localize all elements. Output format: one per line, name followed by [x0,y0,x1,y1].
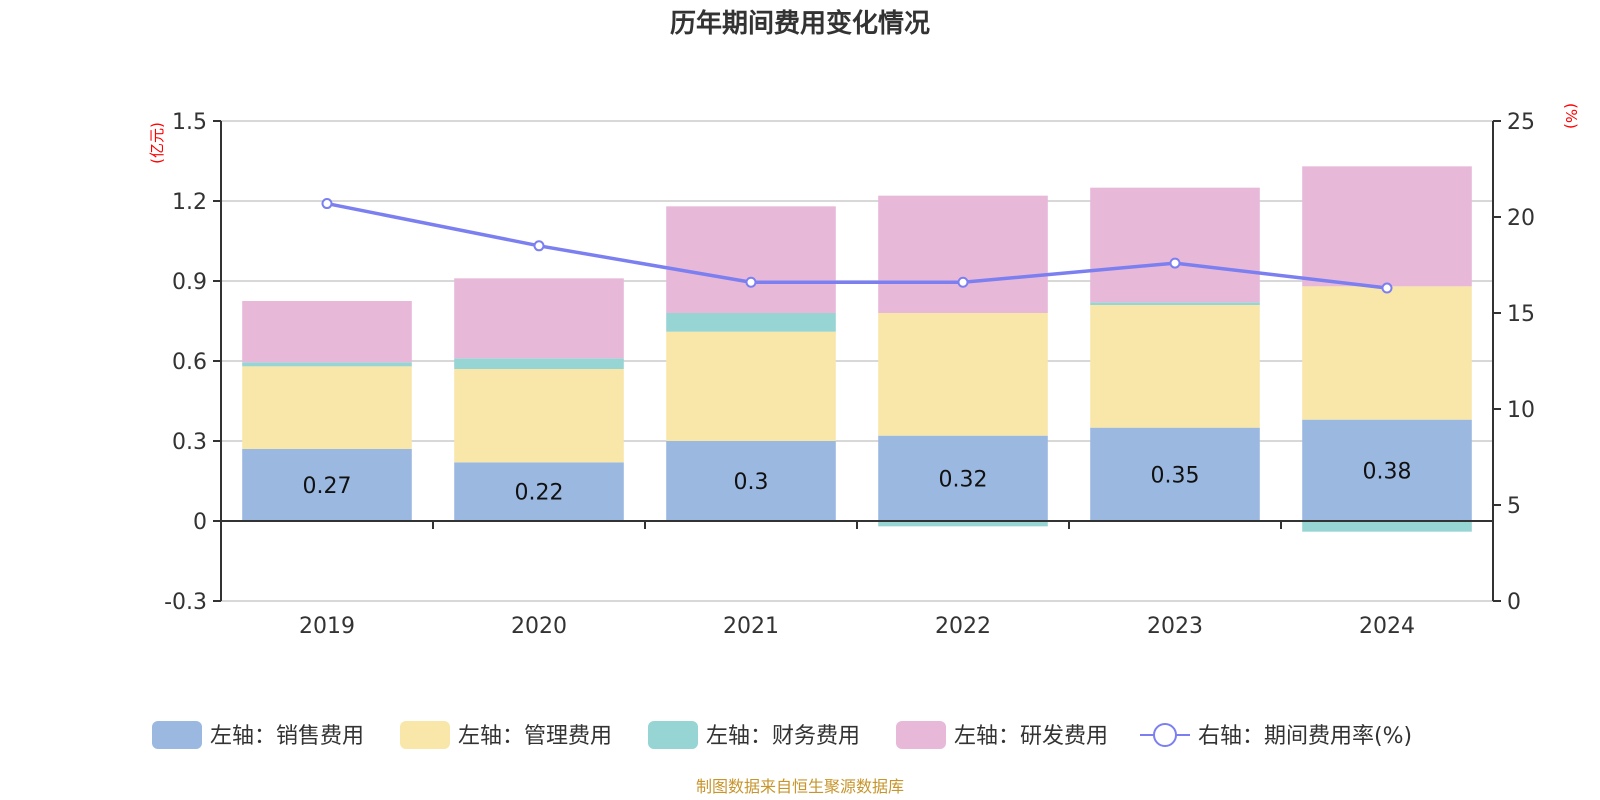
x-tick-label: 2024 [1359,614,1415,639]
left-tick-label: 1.5 [172,110,207,135]
bar-segment [666,313,836,332]
legend-swatch [152,721,202,749]
right-tick-label: 15 [1507,302,1535,327]
left-tick-label: 0.3 [172,430,207,455]
bar-segment [454,369,624,463]
rate-line-path [326,201,1388,290]
data-label: 0.27 [303,474,352,499]
chart-title: 历年期间费用变化情况 [670,8,930,39]
legend-swatch [896,721,946,749]
axes: -0.3 0 0.3 0.6 0.9 1.2 1.5 0 5 10 15 20 25 2019 2020 20… [164,110,1535,639]
rate-point [321,198,333,210]
bar-segment [878,521,1048,527]
bar-segment [1090,427,1260,521]
legend-label: 左轴：管理费用 [458,724,612,749]
right-tick-label: 10 [1507,398,1535,423]
bar-segment [1090,187,1260,303]
bar-segment [666,206,836,313]
x-tick-label: 2021 [723,614,779,639]
right-tick-label: 20 [1507,206,1535,231]
left-tick-label: 0 [193,510,207,535]
bar-segment [878,195,1048,313]
legend-label: 左轴：销售费用 [210,724,364,749]
x-tick-label: 2019 [299,614,355,639]
data-label: 0.35 [1151,463,1200,488]
x-tick-label: 2022 [935,614,991,639]
bar-segment [454,358,624,369]
bars [242,166,1472,532]
legend-swatch [648,721,698,749]
legend: 左轴：销售费用 左轴：管理费用 左轴：财务费用 左轴：研发费用 右轴：期间费用率(%) [152,721,1412,749]
left-axis-label: (亿元) [148,122,166,164]
bar-segment [666,331,836,441]
bar-segment [878,435,1048,521]
legend-label: 右轴：期间费用率(%) [1198,724,1412,749]
left-tick-label: 0.6 [172,350,207,375]
left-tick-label: 1.2 [172,190,207,215]
legend-label: 左轴：财务费用 [706,724,860,749]
bar-segment [666,441,836,521]
bar-segment [454,462,624,521]
x-tick-label: 2023 [1147,614,1203,639]
bar-segment [1090,302,1260,305]
rate-point [533,240,545,252]
legend-label: 左轴：研发费用 [954,724,1108,749]
data-label: 0.3 [734,470,769,495]
right-tick-label: 25 [1507,110,1535,135]
bar-segment [454,278,624,359]
grid-lines [221,120,1493,602]
bar-segment [1302,166,1472,287]
rate-line [321,198,1393,294]
bar-segment [1302,521,1472,532]
legend-circle-icon [1153,723,1177,747]
x-tick-label: 2020 [511,614,567,639]
left-tick-label: -0.3 [164,590,207,615]
left-tick-label: 0.9 [172,270,207,295]
data-label: 0.22 [515,481,564,506]
bar-segment [878,313,1048,436]
data-labels: 0.27 0.22 0.3 0.32 0.35 0.38 [303,459,1412,505]
bar-segment [242,366,412,449]
bar-segment [242,449,412,521]
footer-source: 制图数据来自恒生聚源数据库 [696,777,904,796]
legend-swatch [400,721,450,749]
rate-point [1381,282,1393,294]
data-label: 0.38 [1363,459,1412,484]
rate-point [745,276,757,288]
bar-segment [1302,419,1472,521]
right-tick-label: 5 [1507,494,1521,519]
rate-point [957,276,969,288]
data-label: 0.32 [939,467,988,492]
bar-segment [242,362,412,367]
rate-point [1169,257,1181,269]
bar-segment [1090,305,1260,428]
bar-segment [242,301,412,363]
bar-segment [1302,286,1472,420]
right-axis-label: (%) [1562,103,1580,129]
right-tick-label: 0 [1507,590,1521,615]
